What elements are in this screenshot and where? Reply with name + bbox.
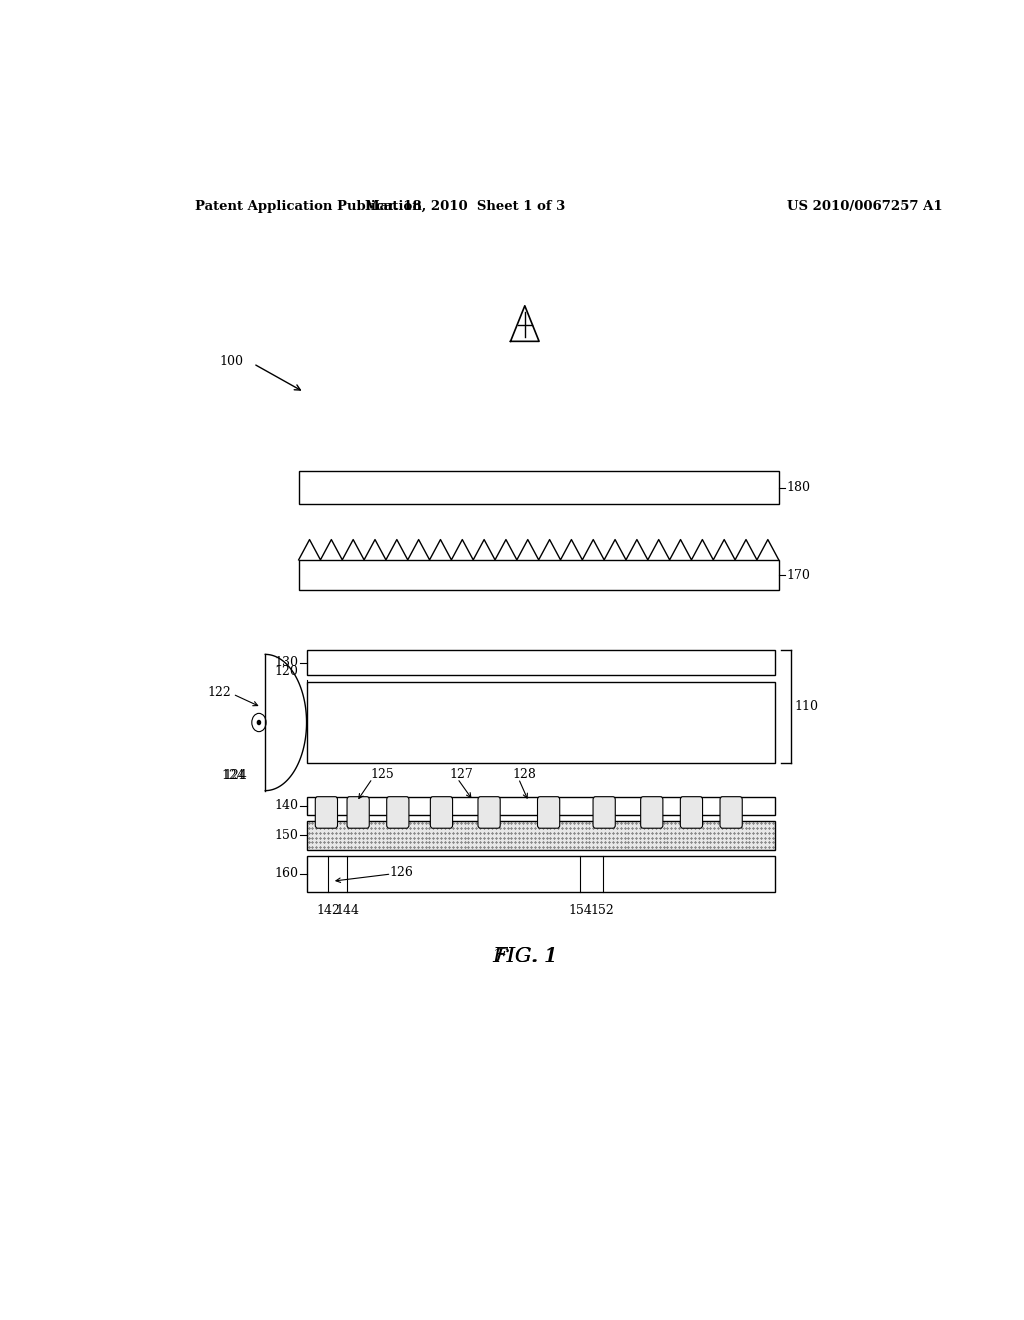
Text: US 2010/0067257 A1: US 2010/0067257 A1 — [786, 199, 942, 213]
FancyBboxPatch shape — [315, 797, 338, 828]
Text: 144: 144 — [335, 904, 359, 917]
Circle shape — [257, 721, 260, 725]
Bar — [299, 471, 778, 504]
Text: 160: 160 — [274, 867, 299, 880]
Text: 128: 128 — [513, 768, 537, 781]
FancyBboxPatch shape — [347, 797, 370, 828]
FancyBboxPatch shape — [387, 797, 409, 828]
FancyBboxPatch shape — [538, 797, 560, 828]
Text: Mar. 18, 2010  Sheet 1 of 3: Mar. 18, 2010 Sheet 1 of 3 — [366, 199, 565, 213]
FancyBboxPatch shape — [641, 797, 663, 828]
Text: 142: 142 — [316, 904, 340, 917]
FancyBboxPatch shape — [680, 797, 702, 828]
Text: 100: 100 — [219, 355, 243, 368]
Bar — [306, 651, 775, 675]
Bar — [306, 682, 775, 763]
FancyBboxPatch shape — [720, 797, 742, 828]
Text: 126: 126 — [390, 866, 414, 879]
Text: 130: 130 — [274, 656, 299, 669]
Text: 124: 124 — [223, 768, 247, 781]
Text: 170: 170 — [786, 569, 811, 582]
Text: $\mathcal{F}$IG. 1: $\mathcal{F}$IG. 1 — [494, 946, 556, 966]
FancyBboxPatch shape — [430, 797, 453, 828]
Text: 150: 150 — [274, 829, 299, 842]
Bar — [299, 560, 778, 590]
Bar — [306, 855, 775, 892]
Text: FIG. 1: FIG. 1 — [493, 946, 557, 966]
Bar — [306, 821, 775, 850]
Text: Patent Application Publication: Patent Application Publication — [196, 199, 422, 213]
Text: 154: 154 — [568, 904, 592, 917]
Text: 140: 140 — [274, 800, 299, 812]
FancyBboxPatch shape — [593, 797, 615, 828]
Bar — [306, 797, 775, 814]
Text: 124: 124 — [221, 768, 246, 781]
Text: 127: 127 — [450, 768, 473, 781]
Text: 122: 122 — [208, 685, 231, 698]
Text: 110: 110 — [795, 700, 818, 713]
FancyBboxPatch shape — [478, 797, 500, 828]
Text: 125: 125 — [370, 768, 394, 781]
Text: 180: 180 — [786, 482, 811, 494]
Text: 152: 152 — [591, 904, 614, 917]
Text: 120: 120 — [274, 665, 299, 678]
